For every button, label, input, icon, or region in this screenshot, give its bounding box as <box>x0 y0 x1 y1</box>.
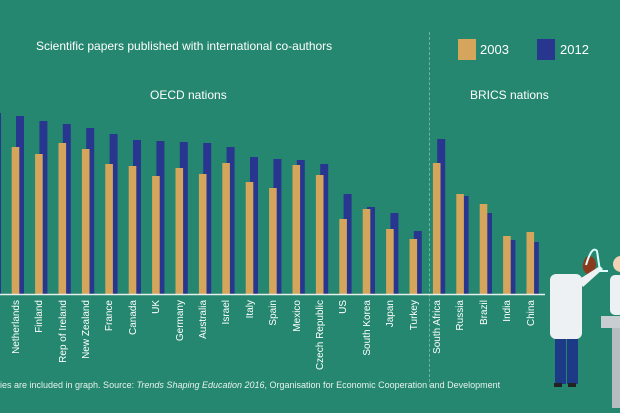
legend-label-2012: 2012 <box>560 42 589 57</box>
bar-2003-us <box>339 219 347 294</box>
bar-2012-spain <box>273 159 282 294</box>
x-tick-label: Turkey <box>408 300 420 331</box>
x-tick-label: Brazil <box>478 300 490 326</box>
bar-2003-israel <box>222 163 230 294</box>
x-tick-label: Italy <box>244 300 256 319</box>
bar-2003-india <box>503 236 511 294</box>
bar-2012-india <box>507 240 516 294</box>
x-tick-label: Rep of Ireland <box>57 300 69 363</box>
bar-2003-russia <box>456 194 464 294</box>
x-tick-label: Japan <box>385 300 397 328</box>
bar-2003-finland <box>35 154 43 294</box>
footnote-source-title: Trends Shaping Education 2016 <box>136 380 265 390</box>
x-tick-label: UK <box>151 300 163 314</box>
bar-2012-south-korea <box>367 207 375 294</box>
source-footnote: ries are included in graph. Source: Tren… <box>0 380 500 390</box>
x-tick-label: Czech Republic <box>314 300 326 371</box>
bar-2012-south-africa <box>437 139 446 294</box>
group-divider <box>429 32 430 387</box>
bar-2003-rep-of-ireland <box>58 143 67 294</box>
x-tick-label: Germany <box>174 300 186 342</box>
bar-2003-japan <box>386 229 394 294</box>
chart-title: Scientific papers published with interna… <box>36 39 333 53</box>
bar-2003-germany <box>175 168 184 294</box>
bar-2012-partial <box>0 113 1 294</box>
x-tick-label: Spain <box>268 300 280 326</box>
bar-2012-israel <box>226 147 235 294</box>
bar-2012-australia <box>203 143 212 294</box>
bar-2003-new-zealand <box>81 149 90 294</box>
x-tick-label: South Africa <box>431 300 443 354</box>
bar-2003-mexico <box>292 165 301 294</box>
bar-2003-france <box>105 164 113 294</box>
bar-2012-japan <box>390 213 399 294</box>
bar-2012-netherlands <box>16 116 24 294</box>
bar-2012-mexico <box>296 160 305 294</box>
bar-2012-uk <box>156 141 165 294</box>
bar-2012-canada <box>133 140 141 294</box>
x-tick-label: Finland <box>34 300 46 333</box>
bar-2012-czech-republic <box>320 164 329 294</box>
bar-2012-italy <box>250 157 258 294</box>
bar-2012-china <box>530 242 539 294</box>
x-tick-label: South Korea <box>361 300 373 356</box>
bar-2012-brazil <box>484 213 492 294</box>
x-tick-label: France <box>104 300 116 332</box>
bar-2003-south-korea <box>362 209 371 294</box>
bar-2003-turkey <box>409 239 418 294</box>
legend-swatch-2003 <box>458 39 476 60</box>
x-tick-label: Mexico <box>291 300 303 332</box>
bar-2003-canada <box>128 166 137 294</box>
x-tick-label: Australia <box>197 300 209 339</box>
x-tick-label: New Zealand <box>80 300 92 359</box>
legend-label-2003: 2003 <box>480 42 509 57</box>
footnote-prefix: ries are included in graph. Source: <box>0 380 137 390</box>
group-label-oecd: OECD nations <box>150 88 227 102</box>
bar-2012-us <box>343 194 352 294</box>
footnote-suffix: , Organisation for Economic Cooperation … <box>264 380 501 390</box>
bar-2012-new-zealand <box>86 128 95 294</box>
bar-2003-australia <box>198 174 207 294</box>
x-tick-label: US <box>338 300 350 314</box>
bar-2012-france <box>109 134 118 294</box>
group-label-brics: BRICS nations <box>470 88 549 102</box>
bar-2012-germany <box>179 142 188 294</box>
bar-2003-uk <box>152 176 160 294</box>
x-tick-label: Netherlands <box>10 300 22 354</box>
x-tick-label: Canada <box>127 300 139 336</box>
bar-2003-netherlands <box>11 147 20 294</box>
bar-2003-brazil <box>479 204 488 294</box>
bar-2012-rep-of-ireland <box>62 124 71 294</box>
legend-swatch-2012 <box>537 39 555 60</box>
bar-2003-czech-republic <box>315 175 324 294</box>
bar-2003-italy <box>245 182 254 294</box>
x-tick-label: China <box>525 300 537 327</box>
bar-2012-russia <box>460 196 469 294</box>
x-tick-label: Israel <box>221 300 233 325</box>
bar-2003-china <box>526 232 535 294</box>
bar-2003-spain <box>269 188 277 294</box>
bar-2003-south-africa <box>432 163 441 294</box>
bar-2012-finland <box>39 121 48 294</box>
x-tick-label: India <box>502 300 514 322</box>
x-tick-label: Russia <box>455 300 467 331</box>
bar-2012-turkey <box>413 231 422 294</box>
